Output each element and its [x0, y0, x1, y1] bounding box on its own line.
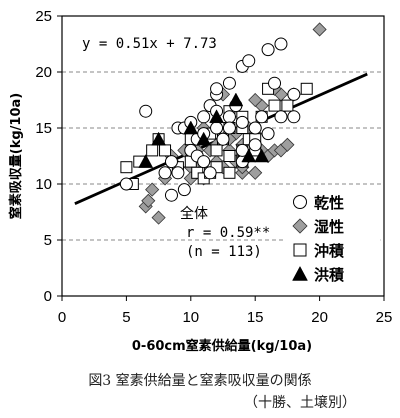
point-square-open-5	[159, 144, 172, 157]
point-circle-open-37	[274, 110, 288, 124]
y-tick-labels: 0 5 10 15 20 25	[35, 8, 52, 305]
point-square-open-30	[223, 166, 236, 179]
legend-label-0: 乾性	[314, 194, 344, 212]
x-tick-label-0: 0	[58, 309, 66, 326]
x-tick-labels: 0 5 10 15 20 25	[58, 309, 393, 326]
point-triangle-filled-4	[209, 109, 224, 124]
stats-r: r = 0.59**	[186, 225, 270, 241]
y-tick-label-15: 15	[35, 120, 52, 137]
x-tick-label-25: 25	[376, 309, 393, 326]
x-tick-label-15: 15	[247, 309, 264, 326]
point-diamond-gray-1	[141, 193, 156, 208]
point-circle-open-14	[197, 110, 211, 124]
point-circle-open-33	[261, 127, 275, 141]
legend-marker-0	[293, 195, 307, 209]
point-circle-open-31	[255, 110, 269, 124]
point-circle-open-36	[274, 37, 288, 51]
point-circle-open-1	[139, 104, 153, 118]
y-tick-label-25: 25	[35, 8, 52, 25]
point-circle-open-8	[177, 183, 191, 197]
plot-frame	[61, 15, 385, 297]
y-tick-label-20: 20	[35, 64, 52, 81]
x-tick-label-20: 20	[311, 309, 328, 326]
figure-caption: 図3 窒素供給量と窒素吸収量の関係	[88, 373, 312, 389]
point-circle-open-32	[210, 82, 224, 96]
point-circle-open-18	[210, 121, 224, 135]
point-diamond-gray-37	[312, 22, 327, 37]
point-circle-open-23	[222, 121, 236, 135]
legend-marker-3	[292, 265, 308, 281]
point-triangle-filled-3	[196, 131, 212, 146]
point-circle-open-30	[248, 121, 262, 135]
point-triangle-filled-6	[241, 148, 257, 163]
point-circle-open-41	[268, 76, 282, 90]
point-circle-open-3	[164, 188, 178, 202]
point-circle-open-21	[216, 132, 230, 146]
point-circle-open-27	[235, 115, 249, 129]
y-axis-title: 窒素吸収量(kg/10a)	[8, 93, 24, 219]
point-diamond-gray-26	[248, 165, 263, 180]
point-circle-open-13	[197, 155, 211, 169]
point-circle-open-17	[203, 166, 217, 180]
point-triangle-filled-2	[183, 120, 199, 135]
point-circle-open-4	[164, 155, 178, 169]
point-triangle-filled-7	[254, 148, 270, 163]
legend-label-1: 湿性	[314, 218, 344, 236]
point-circle-open-0	[119, 177, 133, 191]
point-triangle-filled-5	[228, 92, 244, 107]
regression-equation: y = 0.51x + 7.73	[82, 36, 217, 52]
point-circle-open-38	[287, 110, 301, 124]
point-diamond-gray-2	[145, 182, 160, 197]
point-circle-open-2	[158, 166, 172, 180]
point-circle-open-22	[222, 110, 236, 124]
point-circle-open-6	[171, 166, 185, 180]
point-diamond-gray-39	[248, 92, 263, 108]
data-points	[119, 22, 327, 225]
point-square-open-12	[210, 144, 223, 157]
y-tick-label-10: 10	[35, 176, 52, 193]
legend-label-3: 洪積	[314, 266, 345, 284]
point-circle-open-29	[248, 138, 262, 152]
y-tick-label-0: 0	[44, 288, 52, 305]
axes	[57, 15, 385, 301]
point-square-open-0	[120, 161, 133, 174]
point-circle-open-39	[287, 87, 301, 101]
x-axis-title: 0-60cm窒素供給量(kg/10a)	[132, 338, 312, 354]
point-circle-open-35	[242, 54, 256, 68]
point-square-open-25	[268, 99, 281, 112]
legend-label-2: 沖積	[314, 242, 345, 260]
x-tick-label-5: 5	[122, 309, 130, 326]
point-circle-open-34	[261, 43, 275, 57]
point-diamond-gray-34	[280, 137, 295, 152]
point-triangle-filled-0	[138, 154, 154, 168]
x-tick-label-10: 10	[182, 309, 199, 326]
y-tick-label-5: 5	[44, 232, 52, 249]
figure-caption-subtitle: （十勝、土壌別）	[244, 395, 356, 411]
point-triangle-filled-1	[151, 131, 167, 146]
point-square-open-26	[281, 99, 294, 112]
point-diamond-gray-3	[151, 210, 166, 225]
legend-marker-2	[293, 243, 307, 257]
point-circle-open-24	[222, 76, 236, 90]
point-square-open-14	[223, 150, 236, 162]
legend-marker-1	[292, 218, 308, 234]
point-square-open-27	[300, 82, 313, 95]
stats-title: 全体	[180, 205, 208, 222]
point-square-open-3	[146, 144, 159, 157]
stats-n: (n = 113)	[186, 244, 262, 260]
